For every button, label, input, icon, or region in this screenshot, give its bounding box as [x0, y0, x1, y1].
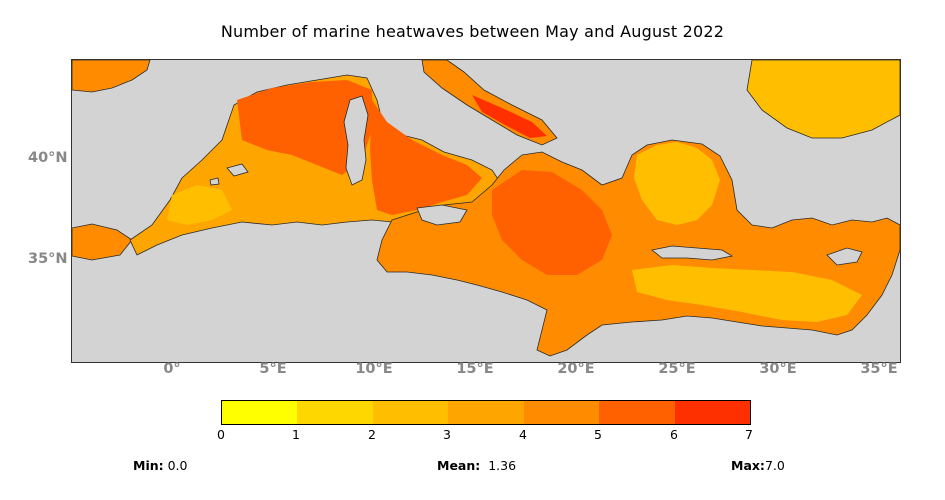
colorbar-tick-2: 2	[368, 427, 376, 442]
stat-max-value: 7.0	[764, 458, 785, 473]
colorbar-segment-5-6	[599, 401, 675, 424]
island-balearic	[209, 163, 249, 186]
colorbar-segment-2-3	[372, 401, 449, 424]
island-cyprus	[826, 247, 863, 266]
sea-aegean	[634, 142, 720, 225]
stat-max: Max:7.0	[731, 458, 785, 473]
colorbar	[221, 400, 751, 425]
lon-label-5e: 5°E	[259, 361, 287, 377]
lon-label-30e: 30°E	[759, 361, 797, 377]
sea-alboran	[72, 223, 133, 261]
sea-top-left	[72, 60, 151, 93]
sea-adriatic-hot	[472, 95, 547, 138]
stat-mean: Mean: 1.36	[437, 458, 516, 473]
sea-western-hot-north	[237, 80, 372, 175]
colorbar-segment-6-7	[674, 401, 750, 424]
lon-label-25e: 25°E	[658, 361, 696, 377]
sea-western-hot-tyrrhenian	[370, 100, 482, 215]
sea-black	[746, 60, 900, 139]
colorbar-segment-0-1	[222, 401, 298, 424]
lon-label-0: 0°	[163, 361, 181, 377]
lon-label-35e: 35°E	[860, 361, 898, 377]
island-crete	[651, 245, 734, 261]
stat-min-label: Min:	[133, 458, 164, 473]
colorbar-tick-4: 4	[519, 427, 527, 442]
sea-western-cool-spain	[167, 185, 232, 225]
stat-mean-label: Mean:	[437, 458, 481, 473]
stat-min-value: 0.0	[167, 458, 188, 473]
colorbar-tick-3: 3	[443, 427, 451, 442]
sea-levantine-cool	[632, 265, 862, 322]
lon-label-10e: 10°E	[355, 361, 393, 377]
stat-mean-value: 1.36	[488, 458, 517, 473]
lon-label-15e: 15°E	[456, 361, 494, 377]
colorbar-tick-5: 5	[594, 427, 602, 442]
lat-label-35n: 35°N	[28, 251, 68, 267]
stat-max-label: Max:	[731, 458, 765, 473]
island-sicily	[416, 204, 468, 226]
sea-heatwave-map	[72, 60, 900, 362]
colorbar-segment-3-4	[448, 401, 524, 424]
lat-label-40n: 40°N	[28, 150, 68, 166]
colorbar-segment-1-2	[297, 401, 373, 424]
map-title: Number of marine heatwaves between May a…	[220, 22, 725, 41]
lon-label-20e: 20°E	[557, 361, 595, 377]
colorbar-segment-4-5	[523, 401, 600, 424]
map-area	[71, 59, 901, 363]
colorbar-tick-0: 0	[217, 427, 225, 442]
sea-ionian-hot	[492, 170, 612, 275]
stat-min: Min: 0.0	[133, 458, 188, 473]
colorbar-tick-1: 1	[292, 427, 300, 442]
island-corsica-sardinia	[343, 95, 369, 186]
colorbar-tick-6: 6	[670, 427, 678, 442]
colorbar-tick-7: 7	[745, 427, 753, 442]
